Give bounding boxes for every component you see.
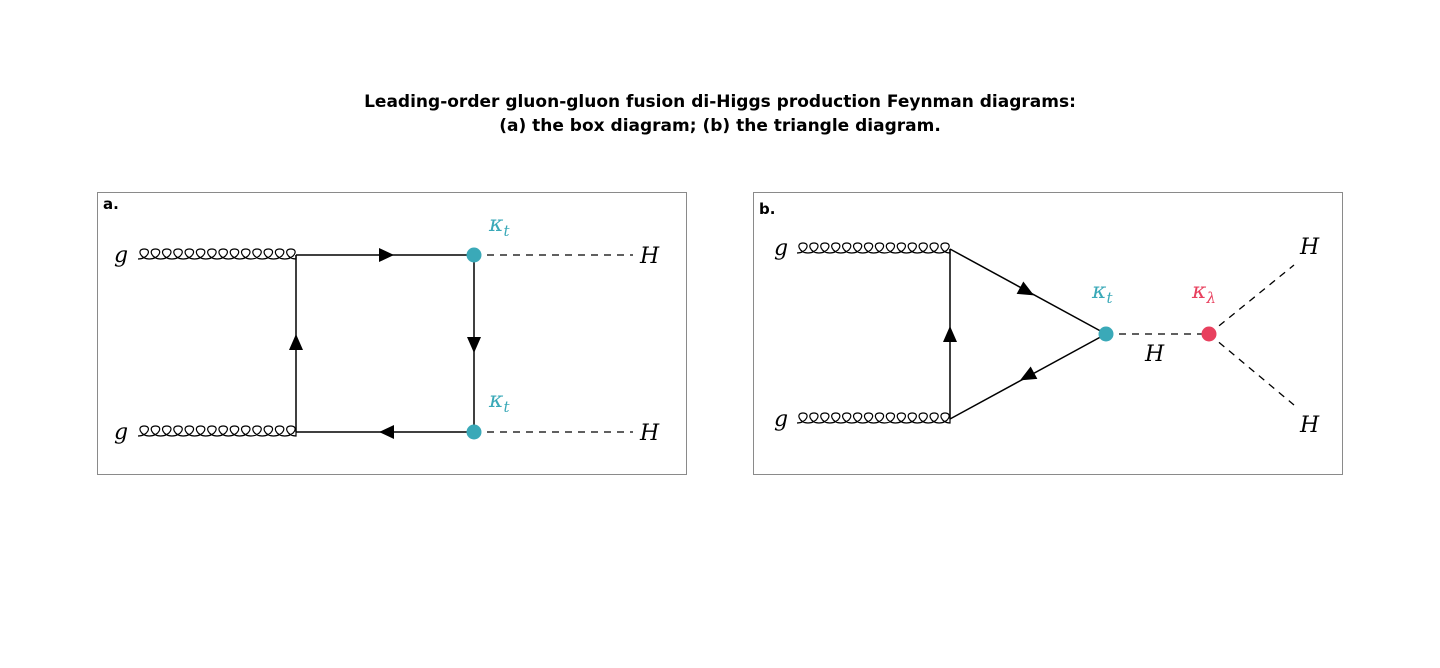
figure-caption: Leading-order gluon-gluon fusion di-Higg… [0,90,1440,138]
panel-label-b: b. [759,200,776,218]
higgs-label-top: H [639,244,660,269]
gluon-label-top: g [774,236,788,261]
gluon-line-top [796,242,951,254]
higgs-label-propagator: H [1144,342,1165,367]
higgs-label-bottom: H [1299,413,1320,438]
higgs-self-coupling-vertex [1201,326,1217,342]
higgs-line-top [1208,264,1295,335]
gluon-label-bottom: g [114,420,128,445]
coupling-label-kt-bottom: κt [488,388,510,416]
coupling-label-kt-top: κt [488,212,510,240]
arrow-up-icon [943,326,957,342]
gluon-label-bottom: g [774,407,788,432]
coupling-label-klambda: κλ [1191,279,1216,307]
coupling-label-kt: κt [1091,279,1113,307]
arrow-left-icon [379,425,394,439]
panel-label-a: a. [103,195,119,213]
caption-line-2: (a) the box diagram; (b) the triangle di… [499,116,941,136]
arrow-down-left-icon [1019,366,1038,381]
arrow-right-icon [379,248,394,262]
higgs-label-bottom: H [639,421,660,446]
top-yukawa-vertex [466,247,482,263]
box-diagram: g g κt κt H H [114,212,660,446]
gluon-line-bottom [137,425,297,437]
triangle-diagram-panel: b. g g κt κλ H H H [753,192,1343,475]
gluon-line-bottom [796,412,951,424]
top-yukawa-vertex [466,424,482,440]
gluon-label-top: g [114,243,128,268]
higgs-line-bottom [1208,333,1295,406]
arrow-down-right-icon [1016,281,1035,296]
higgs-label-top: H [1299,235,1320,260]
arrow-down-icon [467,337,481,353]
triangle-diagram: g g κt κλ H H H [774,235,1320,438]
gluon-line-top [137,248,297,260]
top-yukawa-vertex [1098,326,1114,342]
box-diagram-panel: a. g g κt κt H H [97,192,687,475]
arrow-up-icon [289,334,303,350]
caption-line-1: Leading-order gluon-gluon fusion di-Higg… [364,92,1076,112]
